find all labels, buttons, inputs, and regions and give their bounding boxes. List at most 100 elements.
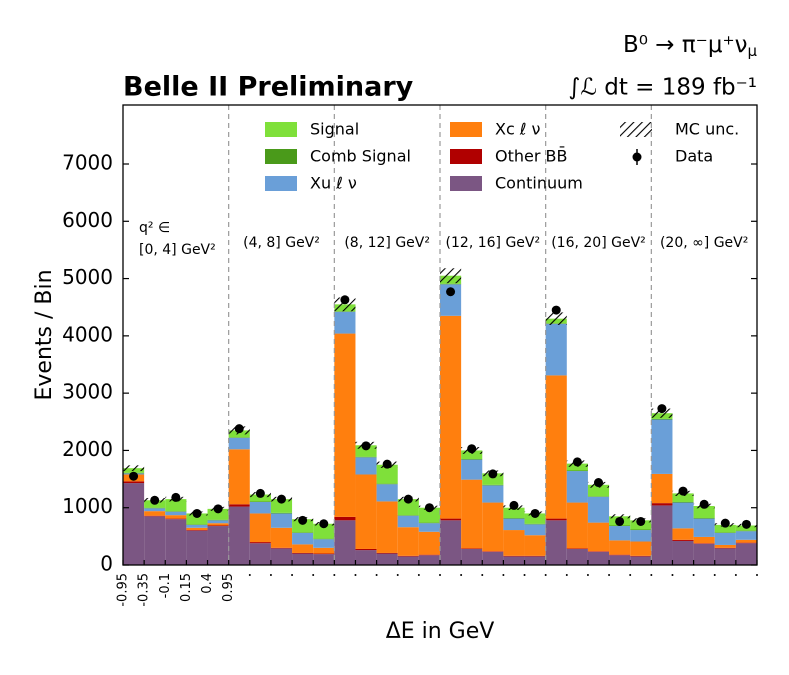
bar-segment: [313, 554, 335, 565]
data-point: [361, 441, 371, 451]
bar-segment: [270, 512, 293, 514]
bar-segment: [355, 457, 377, 475]
bar-segment: [651, 418, 673, 420]
bar-segment: [249, 501, 271, 514]
bar-segment: [735, 530, 757, 532]
data-point: [720, 518, 730, 528]
bar-segment: [503, 518, 525, 531]
x-tick-dot: [544, 574, 547, 576]
bar-segment: [461, 459, 483, 480]
data-point: [129, 471, 139, 481]
legend-label: Xu ℓ ν: [310, 174, 357, 193]
bar-segment: [482, 485, 504, 503]
data-point: [319, 519, 329, 529]
bar-segment: [672, 539, 694, 541]
x-tick-dot: [608, 574, 611, 576]
bar-segment: [440, 283, 462, 285]
x-tick-dot: [375, 574, 378, 576]
bar-segment: [587, 551, 610, 552]
data-point: [741, 519, 751, 529]
bar-segment: [249, 543, 271, 565]
y-tick-label: 7000: [62, 151, 113, 175]
bar-segment: [693, 518, 715, 537]
bar-segment: [355, 550, 377, 565]
bar-segment: [355, 548, 377, 551]
mc-uncertainty: [545, 312, 567, 325]
bar-segment: [313, 553, 335, 555]
x-tick-dot: [586, 574, 589, 576]
data-point: [382, 459, 392, 469]
bar-segment: [123, 481, 145, 484]
data-point: [403, 494, 413, 504]
bar-segment: [693, 505, 715, 519]
bar-segment: [376, 464, 398, 484]
bar-segment: [123, 483, 145, 565]
bar-segment: [482, 551, 504, 565]
bar-segment: [186, 530, 208, 531]
x-tick-dot: [523, 574, 526, 576]
data-point: [551, 305, 561, 315]
bar-segment: [503, 518, 525, 519]
bar-segment: [609, 554, 631, 556]
bar-segment: [397, 556, 419, 565]
bar-segment: [651, 505, 673, 565]
bar-segment: [630, 555, 652, 557]
x-tick-dot: [396, 574, 399, 576]
bar-segment: [714, 524, 736, 533]
data-point: [150, 495, 160, 505]
bar-segment: [165, 519, 187, 565]
bar-segment: [714, 548, 736, 565]
mc-uncertainty: [609, 514, 631, 519]
data-point: [277, 494, 286, 504]
data-point: [509, 500, 519, 510]
x-tick-dot: [333, 574, 336, 576]
mc-uncertainty: [123, 465, 145, 472]
data-point: [488, 469, 498, 479]
bar-segment: [735, 543, 757, 565]
bar-segment: [228, 506, 250, 565]
legend-swatch: [450, 149, 482, 164]
bar-segment: [397, 515, 419, 516]
region-label: (4, 8] GeV²: [243, 235, 320, 251]
x-tick-dot: [248, 574, 251, 576]
bar-segment: [292, 532, 314, 545]
data-point: [594, 478, 603, 488]
bar-segment: [440, 518, 462, 521]
x-tick-label: -0.35: [137, 573, 152, 607]
bar-segment: [482, 502, 504, 552]
y-tick-label: 3000: [62, 380, 113, 404]
bar-segment: [503, 556, 525, 565]
bar-segment: [440, 315, 462, 519]
bar-segment: [207, 525, 229, 527]
bar-segment: [440, 284, 462, 316]
bar-segment: [376, 483, 398, 485]
bar-segment: [714, 532, 736, 533]
bar-segment: [249, 542, 271, 544]
bar-segment: [334, 333, 356, 517]
bar-segment: [693, 536, 715, 544]
bar-segment: [207, 519, 229, 521]
x-tick-dot: [692, 574, 695, 576]
legend-label: Data: [675, 147, 713, 166]
x-axis-label: ΔE in GeV: [386, 619, 495, 644]
bar-segment: [207, 520, 229, 524]
bar-segment: [672, 540, 694, 565]
region-label: (12, 16] GeV²: [446, 235, 541, 251]
bar-segment: [228, 504, 250, 507]
bar-segment: [418, 523, 440, 532]
bar-segment: [334, 516, 356, 521]
bar-segment: [461, 479, 483, 549]
y-tick-label: 4000: [62, 322, 113, 346]
bar-segment: [503, 530, 525, 556]
bar-segment: [313, 547, 335, 554]
bar-segment: [355, 445, 377, 457]
legend-label: Xc ℓ ν: [495, 120, 541, 139]
bar-segment: [587, 496, 610, 497]
y-tick-label: 6000: [62, 208, 113, 232]
bar-segment: [524, 524, 546, 536]
data-point: [340, 295, 350, 305]
x-tick-label: 0.95: [221, 573, 236, 602]
x-tick-dot: [312, 574, 315, 576]
bar-segment: [651, 419, 673, 474]
bar-segment: [566, 502, 588, 549]
